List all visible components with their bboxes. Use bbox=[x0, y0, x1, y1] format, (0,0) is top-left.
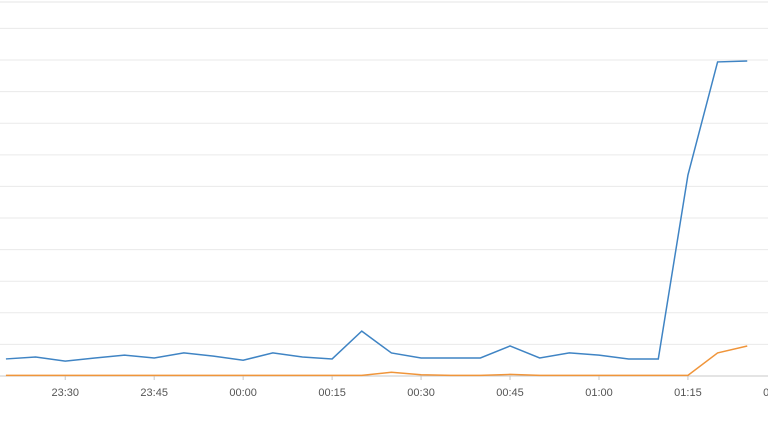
x-tick-label: 23:30 bbox=[51, 387, 79, 399]
series-line bbox=[5, 60, 748, 362]
x-tick-label: 01:15 bbox=[674, 387, 702, 399]
x-tick-label: 00:30 bbox=[407, 387, 435, 399]
series-line bbox=[5, 345, 748, 377]
x-tick-label: 00:15 bbox=[318, 387, 346, 399]
x-tick-label: 01:00 bbox=[585, 387, 613, 399]
x-tick-label: 01:30 bbox=[763, 387, 768, 399]
x-tick-label: 00:45 bbox=[496, 387, 524, 399]
x-tick-label: 00:00 bbox=[229, 387, 257, 399]
x-tick-label: 23:45 bbox=[140, 387, 168, 399]
